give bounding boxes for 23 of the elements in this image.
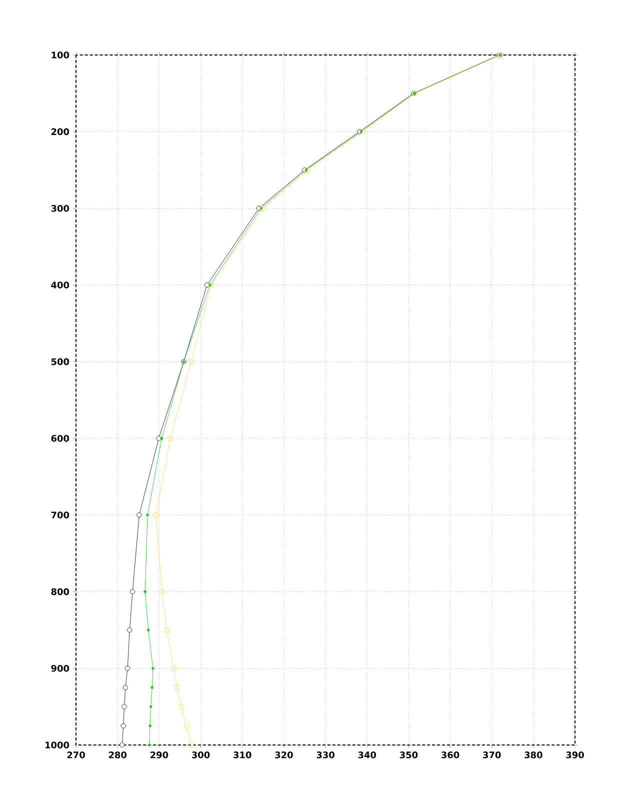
x-tick-label: 300 (192, 752, 210, 758)
y-tick-label: 500 (51, 358, 70, 366)
x-tick-label: 330 (316, 752, 334, 758)
x-tick-label: 350 (400, 752, 418, 758)
y-tick-label: 400 (51, 282, 70, 288)
x-tick-label: 290 (150, 752, 168, 758)
y-tick-label: 200 (51, 128, 70, 136)
x-tick-label: 370 (483, 752, 501, 758)
y-tick-label: 300 (51, 204, 70, 212)
x-tick-label: 310 (234, 752, 252, 758)
y-tick-label: 900 (51, 664, 70, 672)
x-tick-label: 360 (441, 752, 460, 758)
y-tick-label: 1000 (46, 742, 70, 748)
y-tick-label: 800 (51, 588, 70, 596)
x-tick-label: 340 (358, 752, 376, 758)
y-tick-label: 600 (51, 434, 70, 442)
x-tick-label: 270 (67, 752, 85, 758)
y-tick-label: 700 (51, 512, 70, 518)
x-tick-label: 320 (275, 752, 293, 758)
x-tick-label: 390 (566, 752, 584, 758)
x-tick-label: 380 (524, 752, 542, 758)
x-tick-label: 280 (108, 752, 127, 758)
y-tick-label: 100 (52, 52, 70, 58)
